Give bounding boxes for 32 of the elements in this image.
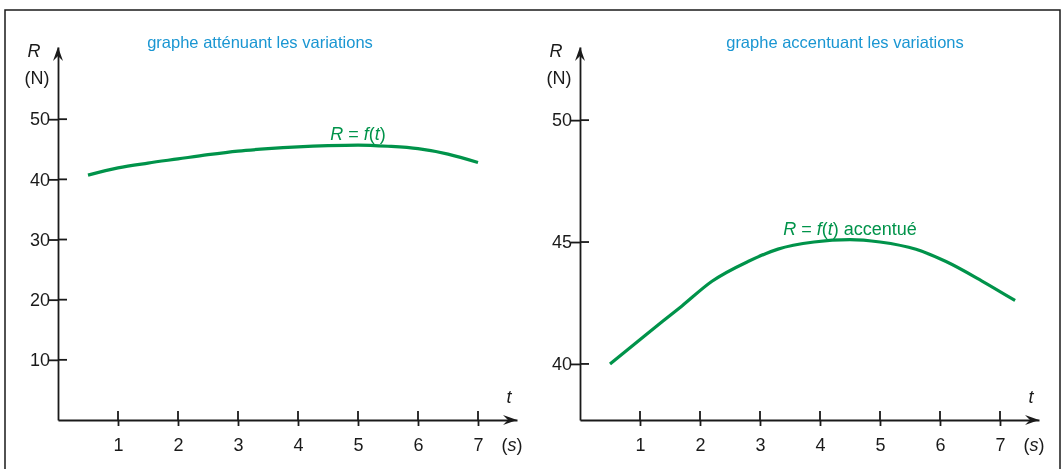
x-tick-label: 3 xyxy=(233,435,244,455)
chart-title: graphe atténuant les variations xyxy=(147,33,373,51)
y-tick-label: 45 xyxy=(551,232,572,253)
y-axis-title: R (N) xyxy=(546,41,572,88)
line-series xyxy=(86,143,480,177)
y-tick-label: 30 xyxy=(29,229,50,250)
y-tick-label: 40 xyxy=(29,169,50,190)
y-tick-label: 50 xyxy=(29,109,50,130)
chart-title: graphe accentuant les variations xyxy=(726,33,964,51)
x-tick-label: 2 xyxy=(695,435,706,455)
x-tick-label: 7 xyxy=(473,435,484,455)
x-tick-label: 2 xyxy=(173,435,184,455)
x-tick-label: 7 xyxy=(995,435,1006,455)
y-axis-title: R (N) xyxy=(24,41,50,88)
x-tick-label: 4 xyxy=(815,435,826,455)
text: t (s) xyxy=(501,387,523,455)
x-tick-label: 3 xyxy=(755,435,766,455)
series-label: R = f(t) accentué xyxy=(783,218,917,239)
y-tick-label: 20 xyxy=(29,289,50,310)
x-tick-label: 6 xyxy=(413,435,424,455)
series-label: R = f(t) xyxy=(330,124,386,145)
y-tick-label: 10 xyxy=(29,350,50,371)
y-tick-label: 40 xyxy=(551,354,572,375)
x-tick-label: 5 xyxy=(353,435,364,455)
line-series xyxy=(608,238,1017,366)
text: t (s) xyxy=(1023,387,1045,455)
x-tick-label: 1 xyxy=(635,435,646,455)
x-tick-label: 4 xyxy=(293,435,304,455)
x-tick-label: 1 xyxy=(113,435,124,455)
x-tick-label: 6 xyxy=(935,435,946,455)
x-tick-label: 5 xyxy=(875,435,886,455)
y-tick-label: 50 xyxy=(551,110,572,131)
